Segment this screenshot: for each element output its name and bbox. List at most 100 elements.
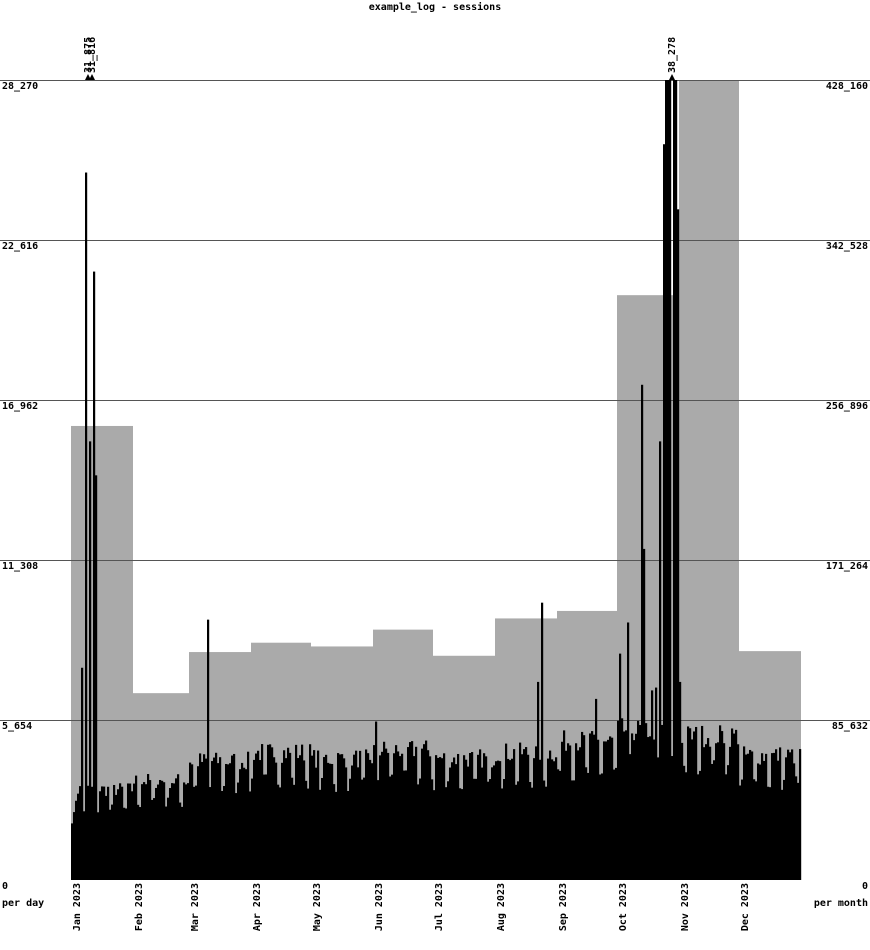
day-bar <box>609 736 612 880</box>
day-bar <box>633 740 636 880</box>
day-bar <box>175 778 178 880</box>
day-bar <box>195 785 198 880</box>
day-bar <box>581 731 584 880</box>
day-bar <box>561 741 564 880</box>
day-bar <box>297 758 300 880</box>
day-bar <box>547 758 550 880</box>
day-bar <box>331 763 334 880</box>
day-bar <box>375 721 378 880</box>
day-bar <box>693 731 696 880</box>
day-bar <box>321 777 324 880</box>
day-bar <box>303 760 306 880</box>
day-bar <box>689 728 692 880</box>
day-bar <box>781 789 784 880</box>
day-bar <box>337 753 340 880</box>
day-bar <box>741 779 744 880</box>
day-bar <box>733 733 736 880</box>
day-bar <box>283 750 286 880</box>
day-bar <box>713 760 716 880</box>
day-bar <box>137 804 140 880</box>
overflow-arrow <box>669 74 675 80</box>
day-bar <box>133 783 136 880</box>
day-bar <box>365 749 368 880</box>
day-bar <box>619 653 622 880</box>
day-bar <box>795 776 798 880</box>
day-bar <box>429 756 432 880</box>
day-bar <box>221 790 224 880</box>
day-bar <box>753 779 756 880</box>
day-bar <box>791 749 794 880</box>
day-bar <box>479 749 482 880</box>
day-bar <box>483 753 486 880</box>
day-bar <box>569 745 572 880</box>
day-bar <box>621 718 624 880</box>
day-bar <box>473 778 476 880</box>
day-bar <box>649 736 652 880</box>
chart-title: example_log - sessions <box>369 1 501 13</box>
day-bar <box>339 754 342 880</box>
day-bar <box>279 787 282 880</box>
day-bar <box>177 774 180 880</box>
day-bar <box>83 811 86 880</box>
day-bar <box>625 730 628 880</box>
day-bar <box>441 758 444 880</box>
day-bar <box>433 790 436 880</box>
day-bar <box>359 750 362 880</box>
day-bar <box>787 749 790 880</box>
day-bar <box>643 548 646 880</box>
day-bar <box>287 747 290 880</box>
day-bar <box>293 784 296 880</box>
day-bar <box>641 384 644 880</box>
day-bar <box>135 775 138 880</box>
left-tick-label: 5_654 <box>2 721 32 732</box>
day-bar <box>213 757 216 880</box>
x-tick-label: Dec 2023 <box>740 883 751 931</box>
day-bar <box>749 749 752 880</box>
day-bar <box>593 734 596 880</box>
day-bar <box>311 755 314 880</box>
day-bar <box>673 80 676 880</box>
x-tick-label: Sep 2023 <box>558 883 569 931</box>
day-bar <box>341 754 344 880</box>
day-bar <box>677 209 680 881</box>
day-bar <box>539 759 542 880</box>
day-bar <box>413 756 416 880</box>
right-tick-label: 85_632 <box>832 721 868 732</box>
day-bar <box>639 725 642 880</box>
day-bar <box>485 756 488 880</box>
day-bar <box>255 753 258 880</box>
day-bar <box>745 754 748 880</box>
day-bar <box>185 784 188 880</box>
day-bar <box>401 753 404 880</box>
day-bar <box>153 798 156 880</box>
day-bar <box>93 271 96 880</box>
day-bar <box>73 812 76 880</box>
day-bar <box>575 743 578 880</box>
day-bar <box>395 745 398 880</box>
day-bar <box>783 779 786 880</box>
day-bar <box>343 758 346 880</box>
left-tick-label: 16_962 <box>2 401 38 412</box>
day-bar <box>81 667 84 880</box>
day-bar <box>143 782 146 880</box>
day-bar <box>601 773 604 880</box>
day-bar <box>545 786 548 880</box>
day-bar <box>613 769 616 880</box>
day-bar <box>225 763 228 880</box>
day-bar <box>223 786 226 880</box>
day-bar <box>587 772 590 880</box>
day-bar <box>477 754 480 880</box>
day-bar <box>687 726 690 880</box>
day-bar <box>697 774 700 880</box>
day-bar <box>421 748 424 880</box>
day-bar <box>77 793 80 880</box>
day-bar <box>181 806 184 880</box>
day-bar <box>493 765 496 880</box>
day-bar <box>115 794 118 880</box>
day-bar <box>523 749 526 880</box>
day-bar <box>125 808 128 880</box>
day-bar <box>119 783 122 880</box>
day-bar <box>789 752 792 880</box>
day-bar <box>537 681 540 880</box>
x-tick-label: Aug 2023 <box>496 883 507 931</box>
